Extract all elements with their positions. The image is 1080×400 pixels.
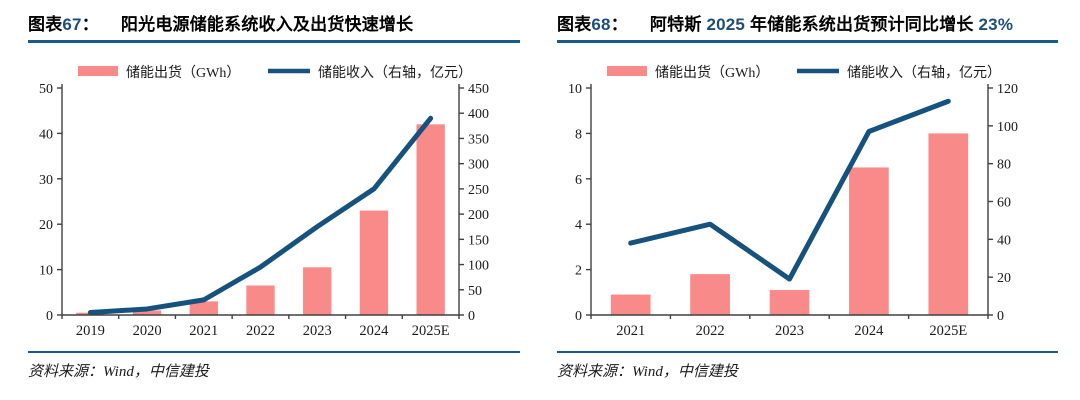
right-axis-tick-label: 250	[468, 183, 489, 198]
right-axis-tick-label: 200	[468, 208, 489, 223]
axes	[57, 84, 464, 319]
left-axis-tick-label: 20	[39, 218, 53, 233]
legend-bar-swatch	[78, 66, 118, 76]
right-axis-tick-label: 450	[468, 82, 489, 97]
source-rule	[28, 351, 520, 353]
bar-2022	[690, 274, 730, 315]
title-number-run: 67	[62, 15, 82, 34]
revenue-line	[628, 98, 951, 282]
left-axis-tick-label: 0	[46, 309, 53, 324]
x-axis-label: 2020	[133, 323, 162, 339]
title-text-run: 年储能系统出货预计同比增长	[745, 15, 979, 34]
source-text: 资料来源：Wind，中信建投	[28, 364, 209, 380]
figure-label: 图表68：	[557, 10, 628, 35]
bar-2024	[849, 167, 889, 315]
x-axis-label: 2021	[616, 323, 645, 339]
right-axis-tick-label: 20	[997, 271, 1011, 286]
x-axis-label: 2019	[76, 323, 105, 339]
bar-2024	[359, 210, 389, 315]
legend: 储能出货（GWh） 储能收入（右轴，亿元）	[607, 64, 1001, 81]
right-axis-tick-label: 100	[468, 259, 489, 274]
title-number-run: 23%	[978, 15, 1014, 34]
bar-2025E	[928, 133, 969, 315]
figure-header: 图表67： 阳光电源储能系统收入及出货快速增长	[28, 10, 520, 35]
right-axis-tick-label: 80	[997, 158, 1011, 173]
title-text-run: 图表	[28, 15, 63, 34]
right-axis-tick-label: 350	[468, 132, 489, 147]
left-axis-tick-label: 50	[39, 82, 53, 97]
bar-2022	[246, 285, 275, 315]
title-text-run: ：	[81, 15, 99, 34]
bar-2021	[610, 294, 651, 315]
right-axis-tick-label: 100	[997, 120, 1018, 135]
right-axis-tick-label: 150	[468, 233, 489, 248]
figure-title: 阿特斯 2025 年储能系统出货预计同比增长 23%	[650, 15, 1013, 34]
legend-bar-swatch	[607, 66, 647, 76]
right-axis-tick-label: 0	[468, 309, 475, 324]
left-axis-tick-label: 0	[575, 309, 582, 324]
right-axis-tick-label: 40	[997, 233, 1011, 248]
title-text-run: 阳光电源储能系统收入及出货快速增长	[120, 15, 414, 34]
title-text-run: 阿特斯	[649, 15, 707, 34]
figure-panel-68: 图表68： 阿特斯 2025 年储能系统出货预计同比增长 23% 储能出货（GWh…	[557, 0, 1058, 400]
chart-canvas-68: 储能出货（GWh） 储能收入（右轴，亿元）02468100204060801001…	[568, 64, 1018, 339]
figure-header: 图表68： 阿特斯 2025 年储能系统出货预计同比增长 23%	[557, 10, 1058, 35]
chart-canvas-67: 储能出货（GWh） 储能收入（右轴，亿元） 0 10 20 30 40 50 0 50 100 150…	[39, 64, 489, 339]
left-axis-tick-label: 8	[575, 127, 582, 142]
right-axis-tick-label: 0	[997, 309, 1004, 324]
bar-series	[76, 124, 445, 315]
legend: 储能出货（GWh） 储能收入（右轴，亿元）	[78, 64, 472, 81]
header-rule	[28, 40, 520, 43]
right-axis-tick-label: 60	[997, 196, 1011, 211]
left-axis-tick-label: 10	[568, 82, 582, 97]
left-axis-tick-label: 30	[39, 173, 53, 188]
left-axis-tick-label: 6	[575, 173, 582, 188]
x-axis-label: 2023	[303, 323, 332, 339]
x-axis-label: 2021	[189, 323, 218, 339]
x-axis-label: 2024	[359, 323, 389, 339]
header-rule	[557, 40, 1058, 43]
bar-2020	[132, 310, 162, 315]
left-axis-tick-label: 2	[575, 264, 582, 279]
x-axis-label: 2025E	[412, 323, 450, 339]
title-number-run: 2025	[706, 15, 746, 34]
title-text-run: 图表	[557, 15, 592, 34]
bar-2025E	[416, 124, 445, 315]
legend-bar-label: 储能出货（GWh）	[655, 64, 769, 81]
figure-panel-67: 图表67： 阳光电源储能系统收入及出货快速增长 储能出货（GWh） 储能收入（右轴，…	[28, 0, 520, 400]
bar-2021	[189, 301, 218, 315]
legend-bar-label: 储能出货（GWh）	[126, 64, 240, 81]
left-axis-tick-label: 4	[575, 218, 582, 233]
right-axis-tick-label: 50	[468, 284, 482, 299]
left-axis-tick-label: 40	[39, 127, 53, 142]
legend-line-label: 储能收入（右轴，亿元）	[847, 65, 1001, 81]
source-text: 资料来源：Wind，中信建投	[557, 364, 738, 380]
left-axis-tick-label: 10	[39, 264, 53, 279]
x-axis-label: 2022	[696, 323, 725, 339]
axis-labels: 0 10 20 30 40 50 0 50 100 150 200 250 300 350 400 450 20…	[39, 82, 489, 339]
figure-label: 图表67：	[28, 10, 99, 35]
x-axis-label: 2024	[854, 323, 884, 339]
title-text-run: ：	[610, 15, 628, 34]
revenue-line	[87, 115, 434, 315]
legend-line-label: 储能收入（右轴，亿元）	[318, 65, 472, 81]
right-axis-tick-label: 300	[468, 158, 489, 173]
right-axis-tick-label: 400	[468, 107, 489, 122]
title-number-run: 68	[591, 15, 611, 34]
x-axis-label: 2023	[775, 323, 804, 339]
axes	[586, 84, 993, 319]
source-rule	[557, 351, 1058, 353]
figure-title: 阳光电源储能系统收入及出货快速增长	[121, 15, 413, 34]
right-axis-tick-label: 120	[997, 82, 1018, 97]
x-axis-label: 2025E	[929, 323, 967, 339]
bar-2023	[303, 267, 332, 315]
x-axis-label: 2022	[246, 323, 275, 339]
bar-2023	[769, 290, 810, 315]
bar-series	[610, 133, 969, 315]
